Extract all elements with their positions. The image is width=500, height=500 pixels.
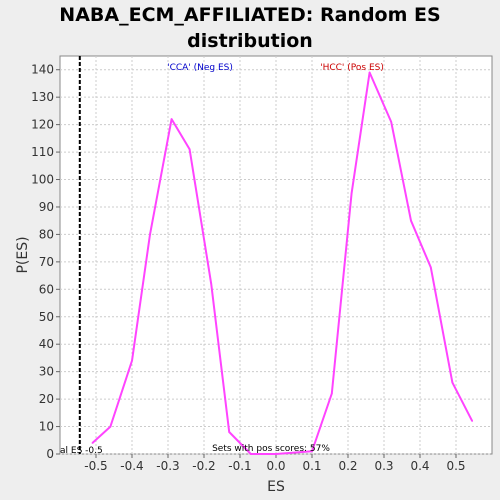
pos-es-label: 'HCC' (Pos ES) (320, 63, 384, 73)
y-tick-label: 20 (39, 392, 54, 406)
data-point (451, 381, 454, 384)
x-tick-label: 0.0 (266, 459, 285, 473)
x-tick-label: -0.2 (192, 459, 215, 473)
x-tick-label: -0.3 (156, 459, 179, 473)
data-point (368, 71, 371, 74)
x-axis-label: ES (267, 479, 285, 495)
plot-area (59, 55, 493, 455)
y-tick-label: 60 (39, 282, 54, 296)
y-tick-label: 90 (39, 200, 54, 214)
y-tick-label: 10 (39, 420, 54, 434)
data-point (430, 266, 432, 269)
x-tick-label: 0.4 (410, 459, 429, 473)
data-point (228, 431, 230, 433)
data-point (350, 192, 353, 195)
data-point (275, 453, 277, 455)
x-tick-label: 0.5 (446, 459, 465, 473)
axes: 0 10 20 30 40 50 60 70 80 90 100 110 120 130 140 -0.5 -0… (31, 63, 465, 473)
data-point (250, 453, 252, 455)
y-tick-label: 30 (39, 365, 54, 379)
x-tick-label: -0.1 (228, 459, 251, 473)
data-point (210, 283, 212, 285)
data-point (149, 233, 151, 236)
chart-title: NABA_ECM_AFFILIATED: Random ES distribut… (0, 2, 500, 54)
data-point (109, 425, 112, 428)
x-tick-label: 0.3 (374, 459, 393, 473)
y-tick-label: 0 (46, 447, 54, 461)
data-point (390, 121, 393, 123)
series (91, 71, 474, 455)
actual-es-label: al ES -0.5 (60, 446, 103, 456)
annotations: 'CCA' (Neg ES) 'HCC' (Pos ES) al ES -0.5 Se… (60, 56, 384, 456)
y-tick-label: 140 (31, 63, 54, 77)
chart-title-line2: distribution (187, 30, 313, 52)
data-point (331, 392, 333, 395)
y-axis-label: P(ES) (15, 236, 31, 273)
y-tick-label: 70 (39, 255, 54, 269)
y-tick-label: 110 (31, 145, 54, 159)
x-tick-label: 0.1 (302, 459, 321, 473)
pos-scores-note: Sets with pos scores: 57% (212, 444, 330, 454)
data-point (131, 359, 133, 362)
y-tick-label: 100 (31, 173, 54, 187)
y-tick-label: 130 (31, 90, 54, 104)
x-tick-label: -0.4 (120, 459, 143, 473)
neg-es-label: 'CCA' (Neg ES) (167, 63, 233, 73)
data-point (311, 450, 313, 453)
data-point (188, 148, 191, 151)
x-tick-label: -0.5 (84, 459, 107, 473)
y-tick-label: 50 (39, 310, 54, 324)
y-tick-label: 80 (39, 227, 54, 241)
y-tick-label: 120 (31, 118, 54, 132)
grid (60, 56, 492, 455)
y-tick-label: 40 (39, 337, 54, 351)
data-point (410, 219, 412, 222)
data-point (170, 118, 173, 120)
data-point (471, 420, 474, 422)
data-point (91, 442, 94, 444)
chart-title-line1: NABA_ECM_AFFILIATED: Random ES (59, 4, 441, 26)
x-tick-label: 0.2 (338, 459, 357, 473)
